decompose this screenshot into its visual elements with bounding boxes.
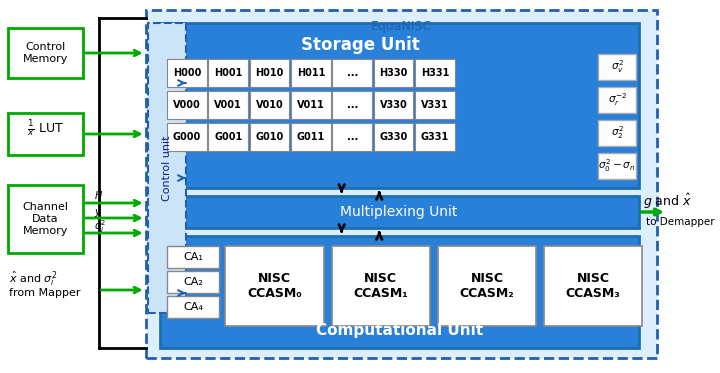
FancyBboxPatch shape: [598, 153, 636, 179]
FancyBboxPatch shape: [167, 271, 219, 293]
FancyBboxPatch shape: [291, 123, 330, 151]
Text: V001: V001: [215, 100, 242, 110]
Text: H330: H330: [379, 68, 408, 78]
FancyBboxPatch shape: [160, 23, 639, 188]
Text: H000: H000: [173, 68, 201, 78]
FancyBboxPatch shape: [374, 59, 413, 87]
FancyBboxPatch shape: [160, 236, 639, 348]
FancyBboxPatch shape: [598, 54, 636, 80]
FancyBboxPatch shape: [415, 91, 454, 119]
Text: $\hat{x}$ and $\sigma_i^2$: $\hat{x}$ and $\sigma_i^2$: [9, 270, 58, 289]
Text: G010: G010: [256, 132, 284, 142]
FancyBboxPatch shape: [167, 59, 207, 87]
Text: V000: V000: [173, 100, 201, 110]
Text: Multiplexing Unit: Multiplexing Unit: [341, 205, 458, 219]
Text: V011: V011: [297, 100, 325, 110]
Text: NISC
CCASM₀: NISC CCASM₀: [248, 272, 302, 300]
Text: H001: H001: [214, 68, 243, 78]
Text: NISC
CCASM₃: NISC CCASM₃: [566, 272, 621, 300]
Text: $y$: $y$: [94, 207, 102, 219]
FancyBboxPatch shape: [333, 91, 372, 119]
Text: H010: H010: [256, 68, 284, 78]
Text: H331: H331: [420, 68, 449, 78]
FancyBboxPatch shape: [374, 123, 413, 151]
FancyBboxPatch shape: [333, 59, 372, 87]
Text: $g$ and $\hat{x}$: $g$ and $\hat{x}$: [643, 192, 692, 211]
Text: Control
Memory: Control Memory: [22, 42, 68, 64]
Text: Computational Unit: Computational Unit: [315, 323, 482, 338]
FancyBboxPatch shape: [291, 59, 330, 87]
FancyBboxPatch shape: [225, 246, 324, 326]
Text: ...: ...: [346, 100, 358, 110]
Text: ...: ...: [346, 132, 358, 142]
Text: Storage Unit: Storage Unit: [302, 36, 420, 54]
Text: H011: H011: [297, 68, 325, 78]
FancyBboxPatch shape: [333, 123, 372, 151]
FancyBboxPatch shape: [7, 185, 83, 253]
FancyBboxPatch shape: [250, 59, 289, 87]
Text: $H$: $H$: [94, 189, 103, 201]
FancyBboxPatch shape: [160, 196, 639, 228]
Text: G331: G331: [420, 132, 449, 142]
FancyBboxPatch shape: [148, 23, 186, 313]
Text: CA₂: CA₂: [183, 277, 203, 287]
FancyBboxPatch shape: [598, 87, 636, 113]
FancyBboxPatch shape: [544, 246, 642, 326]
Text: V331: V331: [421, 100, 449, 110]
Text: Channel
Data
Memory: Channel Data Memory: [22, 203, 68, 236]
Text: $\sigma_2^2$: $\sigma_2^2$: [611, 125, 624, 141]
FancyBboxPatch shape: [209, 59, 248, 87]
Text: to Demapper: to Demapper: [646, 217, 715, 227]
Text: CA₄: CA₄: [183, 302, 203, 312]
Text: V010: V010: [256, 100, 284, 110]
Text: V330: V330: [379, 100, 408, 110]
FancyBboxPatch shape: [209, 123, 248, 151]
Text: NISC
CCASM₁: NISC CCASM₁: [354, 272, 408, 300]
Text: ...: ...: [346, 68, 358, 78]
Text: Control unit: Control unit: [162, 135, 172, 201]
FancyBboxPatch shape: [598, 120, 636, 146]
Text: $\sigma_v^2$: $\sigma_v^2$: [611, 59, 624, 75]
FancyBboxPatch shape: [145, 10, 657, 358]
Text: NISC
CCASM₂: NISC CCASM₂: [459, 272, 514, 300]
FancyBboxPatch shape: [291, 91, 330, 119]
Text: G000: G000: [173, 132, 201, 142]
FancyBboxPatch shape: [415, 123, 454, 151]
Text: $\sigma_r^{-2}$: $\sigma_r^{-2}$: [608, 92, 626, 109]
Text: $\frac{1}{x}$ LUT: $\frac{1}{x}$ LUT: [27, 119, 63, 139]
Text: G011: G011: [297, 132, 325, 142]
FancyBboxPatch shape: [7, 113, 83, 155]
FancyBboxPatch shape: [415, 59, 454, 87]
FancyBboxPatch shape: [250, 91, 289, 119]
Text: G330: G330: [379, 132, 408, 142]
FancyBboxPatch shape: [438, 246, 536, 326]
FancyBboxPatch shape: [374, 91, 413, 119]
FancyBboxPatch shape: [7, 28, 83, 78]
FancyBboxPatch shape: [167, 246, 219, 268]
Text: $\sigma_i^2$: $\sigma_i^2$: [94, 218, 106, 235]
Text: $\sigma_0^2-\sigma_n$: $\sigma_0^2-\sigma_n$: [598, 158, 636, 175]
Text: CA₁: CA₁: [183, 252, 203, 262]
FancyBboxPatch shape: [250, 123, 289, 151]
Text: from Mapper: from Mapper: [9, 288, 81, 298]
FancyBboxPatch shape: [167, 296, 219, 318]
FancyBboxPatch shape: [209, 91, 248, 119]
FancyBboxPatch shape: [331, 246, 430, 326]
FancyBboxPatch shape: [167, 123, 207, 151]
Text: G001: G001: [214, 132, 243, 142]
FancyBboxPatch shape: [167, 91, 207, 119]
Text: EquaNISC: EquaNISC: [371, 20, 432, 33]
